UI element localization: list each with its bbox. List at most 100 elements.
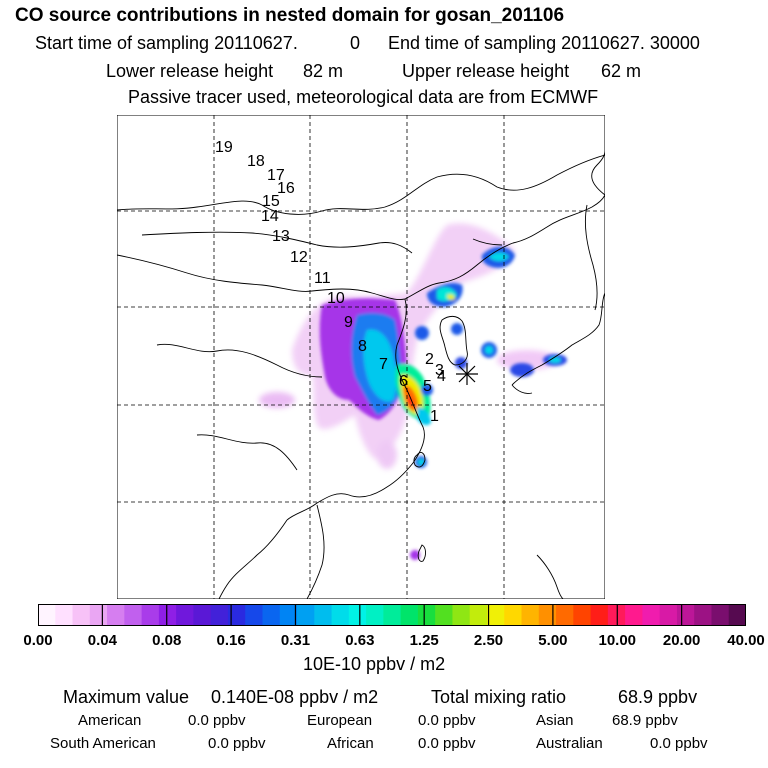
colorbar-cell (469, 604, 488, 626)
colorbar-cell (314, 604, 333, 626)
colorbar-tick-label: 40.00 (727, 632, 765, 649)
start-time-label: Start time of sampling 20110627. (35, 33, 298, 53)
colorbar-cell (435, 604, 453, 626)
colorbar-cell (486, 604, 505, 626)
colorbar-cell (556, 604, 574, 626)
trajectory-label-10: 10 (327, 290, 345, 307)
region-african-value: 0.0 ppbv (418, 735, 476, 752)
trajectory-label-15: 15 (262, 193, 280, 210)
colorbar-tick-label: 0.08 (152, 632, 182, 649)
upper-release-value: 62 m (601, 61, 642, 81)
colorbar-cell (366, 604, 384, 626)
colorbar-cell (625, 604, 643, 626)
colorbar-tick-label: 5.00 (538, 632, 568, 649)
coastlines (117, 149, 605, 599)
trajectory-label-3: 3 (435, 362, 444, 379)
region-australian-label: Australian (536, 735, 603, 752)
total-mixing-label: Total mixing ratio (431, 687, 567, 707)
colorbar-cell (331, 604, 350, 626)
colorbar-cell (72, 604, 91, 626)
colorbar-cell (694, 604, 712, 626)
colorbar-cell (383, 604, 402, 626)
colorbar-cell (227, 604, 246, 626)
colorbar-cell (417, 604, 436, 626)
colorbar-tick-label: 0.31 (280, 632, 311, 649)
region-south-american-value: 0.0 ppbv (208, 735, 266, 752)
region-african-label: African (327, 735, 374, 752)
trajectory-label-9: 9 (344, 314, 353, 331)
colorbar-cell (659, 604, 678, 626)
colorbar-tick-label: 0.00 (23, 632, 53, 649)
trajectory-label-11: 11 (314, 270, 331, 287)
colorbar-cell (89, 604, 108, 626)
colorbar-tick-label: 0.16 (216, 632, 246, 649)
trajectory-label-13: 13 (272, 228, 290, 245)
colorbar-cell (728, 604, 746, 626)
region-american-value: 0.0 ppbv (188, 712, 246, 729)
tracer-note: Passive tracer used, meteorological data… (128, 87, 599, 107)
concentration-plume (259, 223, 567, 560)
colorbar-cell (279, 604, 298, 626)
total-mixing-value: 68.9 ppbv (618, 687, 698, 707)
max-value: 0.140E-08 ppbv / m2 (211, 687, 379, 707)
colorbar-cell (210, 604, 229, 626)
region-american-label: American (78, 712, 142, 729)
end-time-label: End time of sampling 20110627. 30000 (388, 33, 700, 53)
colorbar-cell (642, 604, 661, 626)
colorbar-cell (38, 604, 56, 626)
colorbar-cell (176, 604, 194, 626)
trajectory-label-16: 16 (277, 180, 295, 197)
lower-release-label: Lower release height (106, 61, 274, 81)
colorbar-cell (400, 604, 419, 626)
colorbar-cell (521, 604, 540, 626)
trajectory-label-8: 8 (358, 338, 367, 355)
map-title: CO source contributions in nested domain… (15, 5, 565, 26)
colorbar-cell (262, 604, 281, 626)
upper-release-label: Upper release height (402, 61, 570, 81)
colorbar-cell (141, 604, 160, 626)
colorbar-cell (124, 604, 143, 626)
colorbar-border (38, 604, 746, 626)
lat-lon-grid (117, 115, 605, 599)
colorbar-tick-label: 20.00 (662, 632, 701, 649)
colorbar (38, 604, 746, 626)
lower-release-value: 82 m (303, 61, 344, 81)
colorbar-tick-label: 0.63 (345, 632, 375, 649)
colorbar-cell (107, 604, 125, 626)
trajectory-label-2: 2 (425, 351, 434, 368)
colorbar-cell (504, 604, 523, 626)
colorbar-unit: 10E-10 ppbv / m2 (303, 654, 446, 674)
colorbar-tick-label: 2.50 (473, 632, 504, 649)
colorbar-cell (348, 604, 367, 626)
colorbar-cell (590, 604, 609, 626)
trajectory-label-19: 19 (215, 139, 233, 156)
trajectory-label-6: 6 (399, 373, 408, 390)
start-time-hour: 0 (350, 33, 361, 53)
colorbar-cell (193, 604, 212, 626)
trajectory-label-4: 4 (437, 368, 446, 385)
colorbar-cell (158, 604, 177, 626)
trajectory-label-12: 12 (290, 249, 308, 266)
trajectory-label-7: 7 (379, 356, 388, 373)
colorbar-tick-label: 0.04 (87, 632, 117, 649)
trajectory-label-18: 18 (247, 153, 265, 170)
region-asian-value: 68.9 ppbv (612, 712, 678, 729)
colorbar-tick-label: 10.00 (598, 632, 637, 649)
colorbar-cell (245, 604, 263, 626)
trajectory-label-5: 5 (423, 378, 432, 395)
region-south-american-label: South American (50, 735, 156, 752)
colorbar-cell (297, 604, 315, 626)
colorbar-cell (573, 604, 592, 626)
max-value-label: Maximum value (63, 687, 190, 707)
trajectory-label-17: 17 (267, 167, 285, 184)
region-european-value: 0.0 ppbv (418, 712, 476, 729)
trajectory-label-1: 1 (430, 408, 439, 425)
colorbar-tick-label: 1.25 (409, 632, 439, 649)
receptor-asterisk-marker (456, 363, 478, 385)
region-european-label: European (307, 712, 373, 729)
colorbar-cell (711, 604, 730, 626)
region-australian-value: 0.0 ppbv (650, 735, 708, 752)
colorbar-cell (676, 604, 695, 626)
